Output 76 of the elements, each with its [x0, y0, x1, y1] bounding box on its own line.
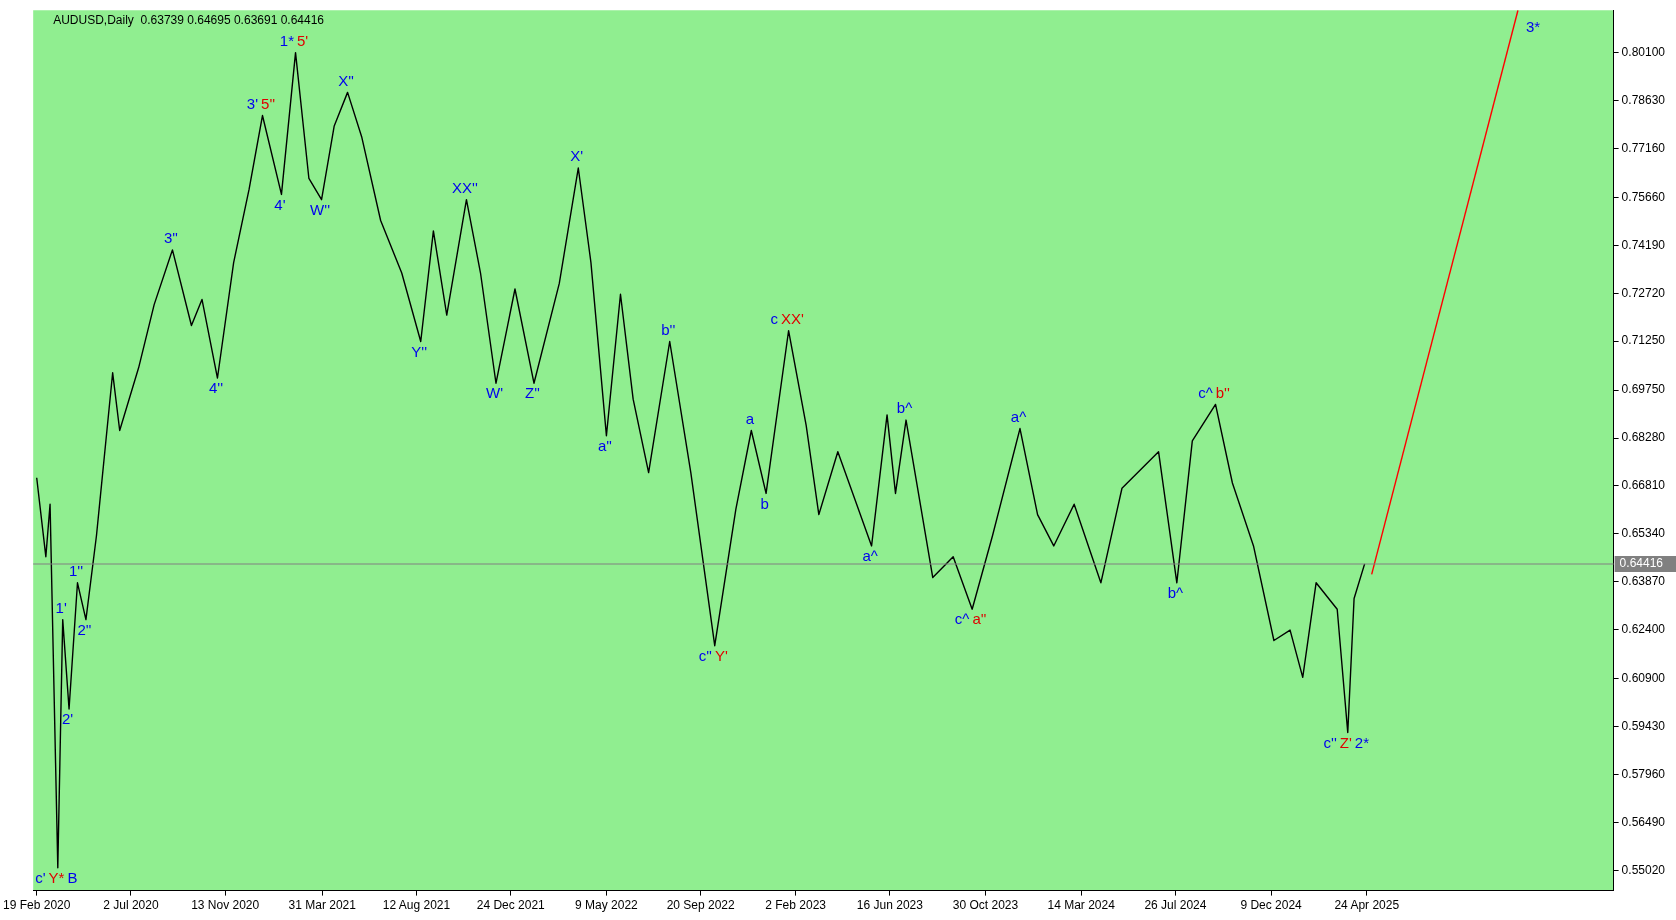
- annotation: c^: [954, 610, 970, 628]
- y-tick-label: 0.65340: [1621, 526, 1666, 541]
- annotation: 2': [61, 710, 74, 728]
- x-tick-label: 14 Mar 2024: [1047, 898, 1116, 913]
- y-tick-label: 0.62400: [1621, 622, 1666, 637]
- x-tick-label: 19 Feb 2020: [3, 898, 71, 913]
- y-tick-label: 0.80100: [1621, 44, 1666, 59]
- y-tick-label: 0.63870: [1621, 574, 1666, 589]
- annotation: b: [760, 494, 769, 512]
- annotation: XX': [780, 309, 804, 327]
- annotation: 1'': [68, 561, 84, 579]
- annotation: c: [770, 309, 779, 327]
- annotation: b'': [1215, 383, 1230, 401]
- x-tick-label: 24 Apr 2025: [1334, 898, 1400, 913]
- annotation: b^: [1167, 583, 1184, 601]
- y-tick-label: 0.60900: [1621, 670, 1666, 685]
- annotation: B: [67, 868, 78, 886]
- x-tick-label: 12 Aug 2021: [382, 898, 451, 913]
- annotation: Z': [1339, 733, 1352, 751]
- x-tick-label: 13 Nov 2020: [191, 898, 260, 913]
- annotation: 2*: [1354, 733, 1370, 751]
- annotation: 3'': [163, 229, 179, 247]
- y-tick-label: 0.69750: [1621, 382, 1666, 397]
- annotation: c'': [698, 646, 713, 664]
- annotation: a'': [972, 610, 987, 628]
- annotation: a'': [597, 436, 613, 454]
- annotation: 3*: [1525, 18, 1541, 36]
- annotation: Y*: [48, 868, 65, 886]
- y-tick-label: 0.66810: [1621, 478, 1666, 493]
- y-tick-label: 0.78630: [1621, 92, 1666, 107]
- annotation: a^: [1010, 407, 1027, 425]
- y-tick-label: 0.59430: [1621, 718, 1666, 733]
- annotation: 5': [297, 31, 309, 49]
- y-tick-label: 0.77160: [1621, 140, 1666, 155]
- annotation: 3': [246, 94, 259, 112]
- x-tick-label: 2 Jul 2020: [103, 898, 159, 913]
- annotation: c': [35, 868, 46, 886]
- y-tick-label: 0.75660: [1621, 189, 1666, 204]
- x-tick-label: 9 Dec 2024: [1240, 898, 1303, 913]
- annotation: Y'': [411, 342, 428, 360]
- x-tick-label: 24 Dec 2021: [476, 898, 546, 913]
- annotation: 4': [274, 195, 286, 213]
- y-tick-label: 0.55020: [1621, 862, 1666, 877]
- annotation: a^: [862, 547, 878, 565]
- y-tick-label: 0.72720: [1621, 285, 1666, 300]
- y-tick-label: 0.68280: [1621, 430, 1666, 445]
- x-tick-label: 9 May 2022: [575, 898, 639, 913]
- annotation: W'': [310, 200, 331, 218]
- annotation: X': [570, 147, 584, 165]
- annotation: 5'': [261, 94, 276, 112]
- annotation: Z'': [525, 384, 541, 402]
- annotation: b'': [661, 320, 676, 338]
- x-tick-label: 31 Mar 2021: [288, 898, 357, 913]
- annotation: 1': [55, 598, 67, 616]
- x-tick-label: 26 Jul 2024: [1144, 898, 1207, 913]
- annotation: b^: [896, 399, 913, 417]
- y-tick-label: 0.74190: [1621, 237, 1666, 252]
- chart-title: AUDUSD,Daily 0.63739 0.64695 0.63691 0.64416: [53, 12, 325, 27]
- annotation: a: [745, 409, 755, 427]
- y-tick-label: 0.56490: [1621, 814, 1666, 829]
- ref-line-label: 0.64416: [1619, 556, 1664, 571]
- x-tick-label: 2 Feb 2023: [765, 898, 827, 913]
- annotation: c^: [1198, 383, 1213, 401]
- x-tick-label: 30 Oct 2023: [952, 898, 1019, 913]
- annotation: 1*: [279, 31, 295, 49]
- x-tick-label: 16 Jun 2023: [856, 898, 924, 913]
- annotation: c'': [1323, 733, 1337, 751]
- annotation: 4'': [208, 379, 224, 397]
- annotation: W': [485, 384, 504, 402]
- annotation: 2'': [77, 620, 92, 638]
- x-tick-label: 20 Sep 2022: [666, 898, 736, 913]
- annotation: XX'': [452, 178, 478, 196]
- annotation: Y': [714, 646, 728, 664]
- y-tick-label: 0.71250: [1621, 333, 1666, 348]
- annotation: X'': [338, 71, 355, 89]
- y-tick-label: 0.57960: [1621, 766, 1666, 781]
